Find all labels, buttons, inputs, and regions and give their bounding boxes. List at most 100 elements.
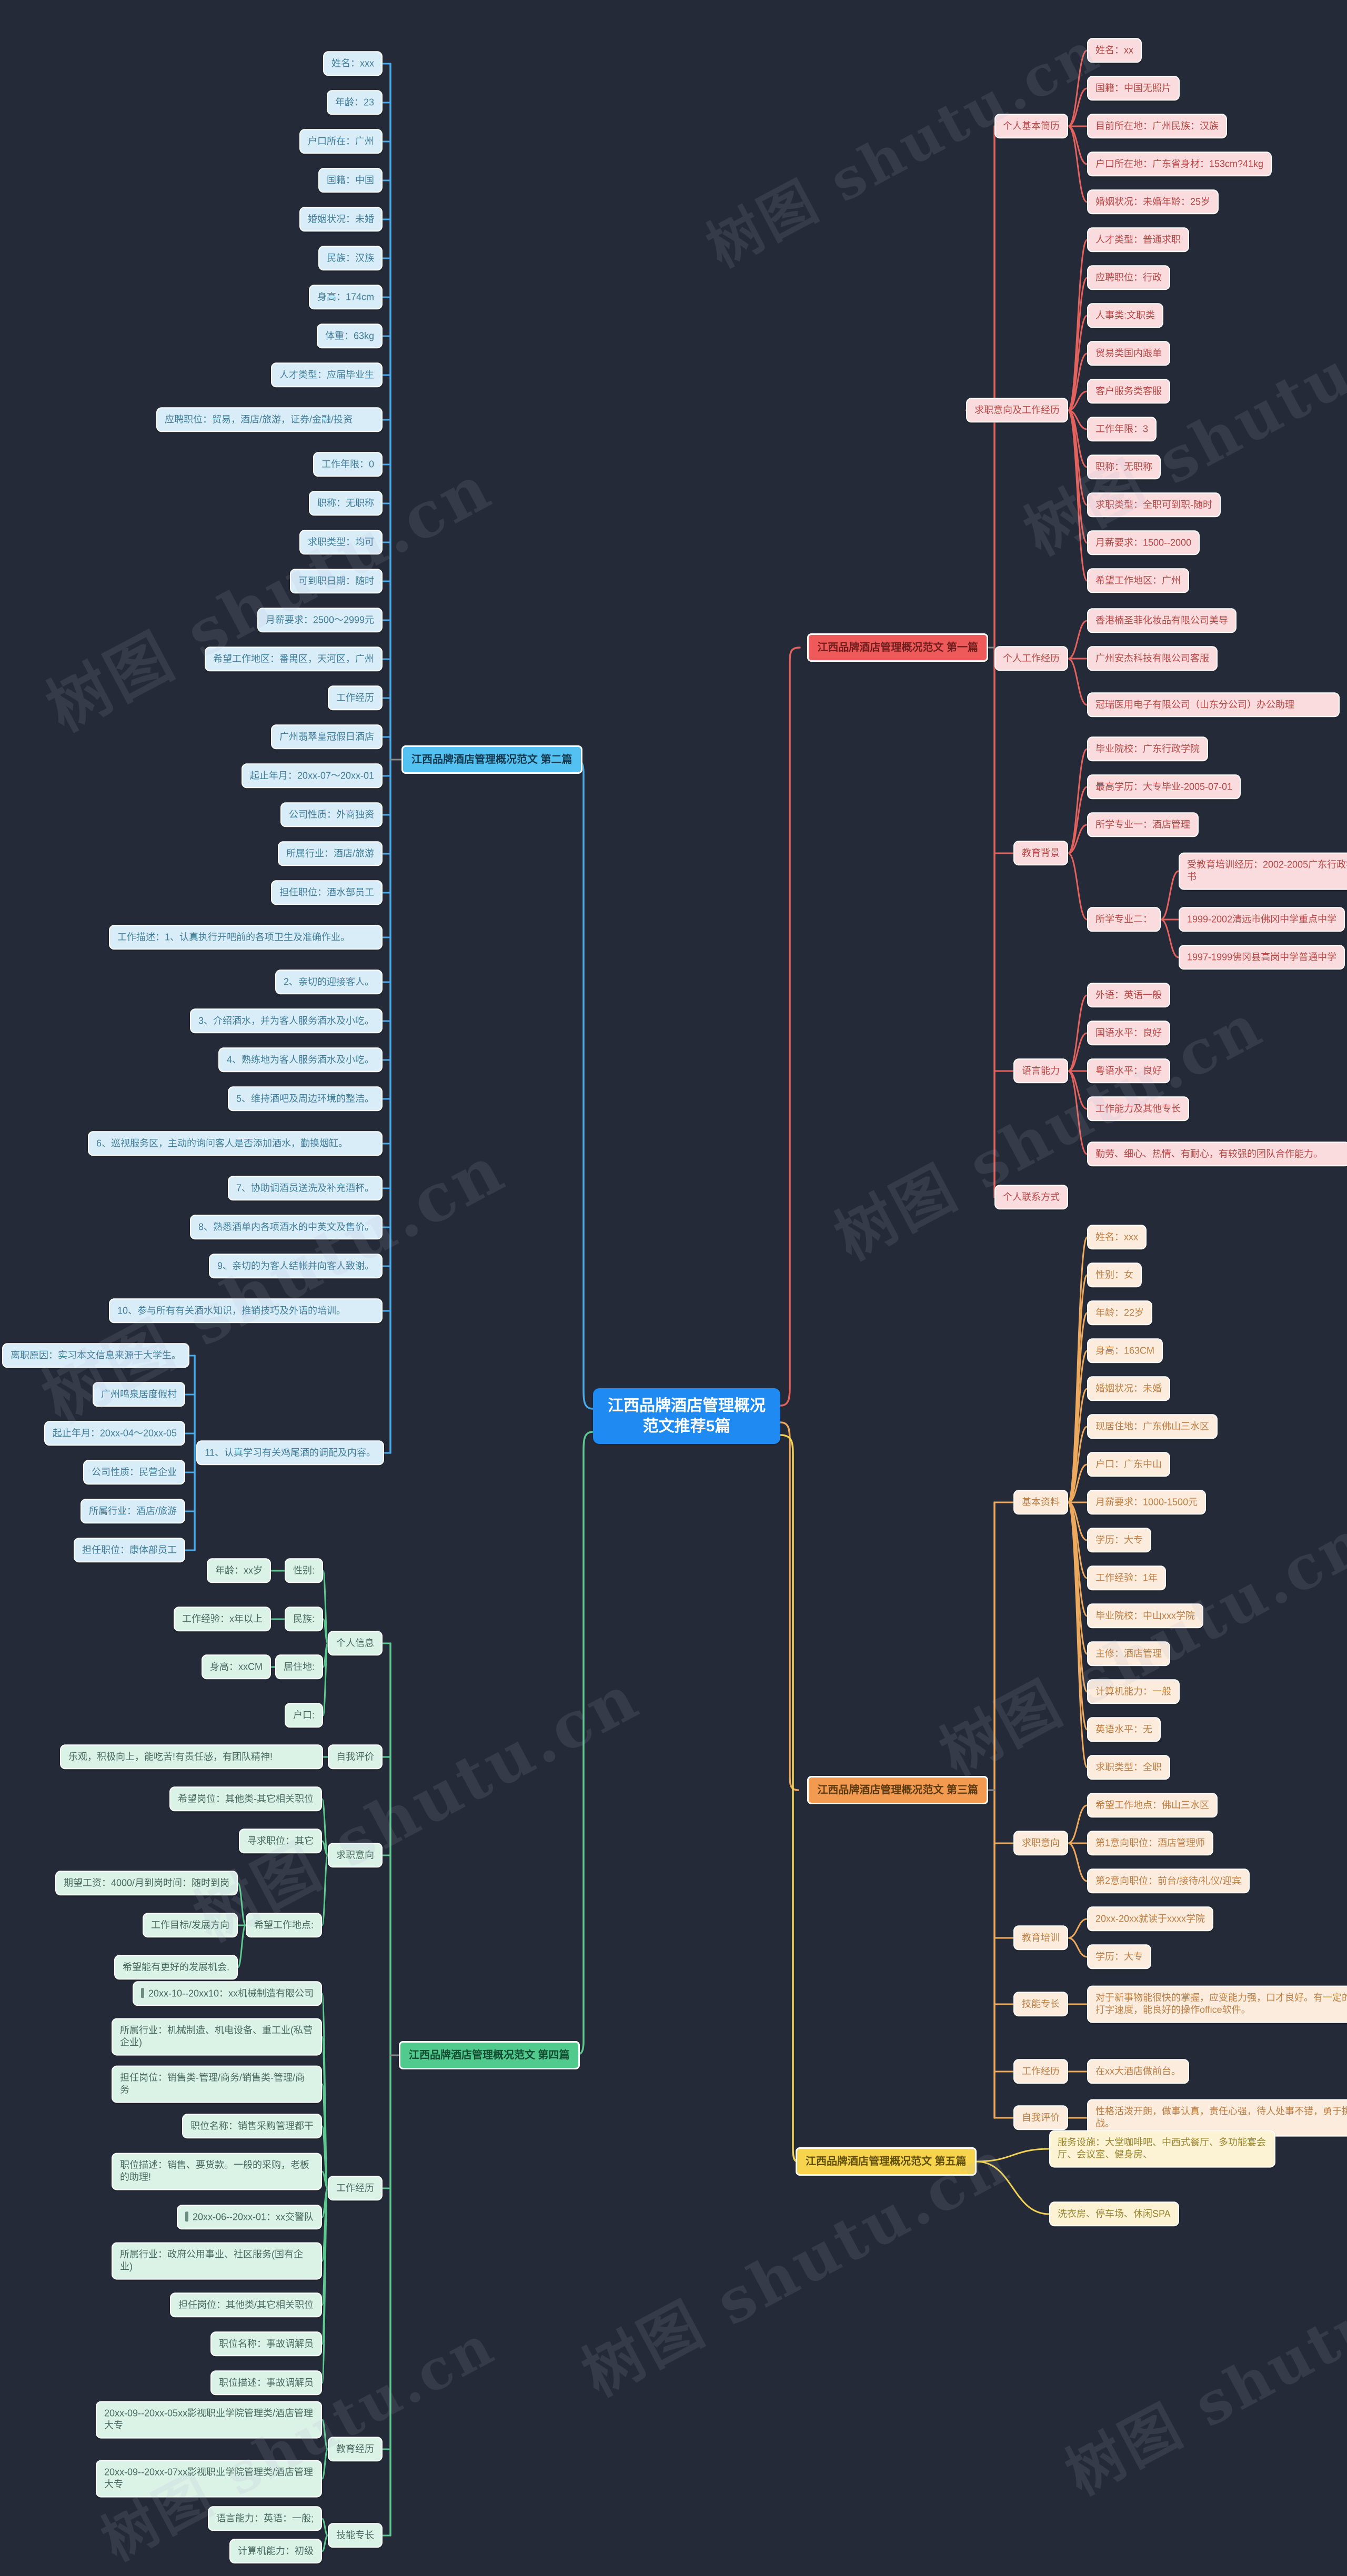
mindmap-node[interactable]: 工作经验：x年以上 [174, 1607, 271, 1632]
section-label[interactable]: 教育培训 [1013, 1925, 1068, 1951]
mindmap-node[interactable]: 姓名：xxx [1087, 1225, 1147, 1250]
mindmap-node[interactable]: 婚姻状况：未婚 [1087, 1376, 1170, 1401]
mindmap-node[interactable]: 婚姻状况：未婚 [299, 207, 383, 232]
section-label[interactable]: 个人工作经历 [994, 646, 1068, 671]
section-label[interactable]: 个人信息 [328, 1631, 383, 1656]
branch-5-label[interactable]: 江西品牌酒店管理概况范文 第五篇 [796, 2147, 977, 2176]
mindmap-node[interactable]: 希望工作地区：广州 [1087, 568, 1189, 593]
mindmap-node[interactable]: 香港楠圣菲化妆品有限公司美导 [1087, 608, 1237, 633]
mindmap-node[interactable]: 应聘职位：贸易，酒店/旅游，证券/金融/投资 [156, 407, 383, 432]
mindmap-node[interactable]: 客户服务类客服 [1087, 379, 1170, 404]
mindmap-node[interactable]: 贸易类国内跟单 [1087, 341, 1170, 366]
mindmap-node[interactable]: 求职类型：全职 [1087, 1755, 1170, 1780]
mindmap-node[interactable]: 英语水平：无 [1087, 1717, 1161, 1742]
mindmap-node[interactable]: 所学专业一：酒店管理 [1087, 812, 1199, 837]
mindmap-node[interactable]: 可到职日期：随时 [290, 569, 383, 594]
mindmap-node[interactable]: 在xx大酒店做前台。 [1087, 2059, 1189, 2084]
mindmap-node[interactable]: 1999-2002清远市佛冈中学重点中学 [1179, 907, 1345, 932]
mindmap-node[interactable]: 工作描述：1、认真执行开吧前的各项卫生及准确作业。 [109, 925, 383, 950]
section-label[interactable]: 所学专业二： [1087, 907, 1161, 932]
mindmap-node[interactable]: 应聘职位：行政 [1087, 265, 1170, 290]
mindmap-node[interactable]: 7、协助调酒员送洗及补充酒杯。 [227, 1176, 383, 1201]
mindmap-node[interactable]: 性别：女 [1087, 1262, 1142, 1288]
section-label[interactable]: 自我评价 [328, 1744, 383, 1770]
mindmap-node[interactable]: 职位描述：事故调解员 [210, 2370, 322, 2396]
center-topic[interactable]: 江西品牌酒店管理概况范文推荐5篇 [593, 1388, 780, 1444]
mindmap-node[interactable]: 职称：无职称 [1087, 454, 1161, 480]
mindmap-node[interactable]: 公司性质：民营企业 [83, 1460, 185, 1485]
mindmap-node[interactable]: 户口：广东中山 [1087, 1452, 1170, 1477]
mindmap-node[interactable]: 20xx-06--20xx-01：xx交警队 [176, 2205, 322, 2230]
mindmap-node[interactable]: 身高：xxCM [202, 1654, 271, 1680]
mindmap-node[interactable]: 工作目标/发展方向 [142, 1913, 238, 1938]
mindmap-node[interactable]: 婚姻状况：未婚年龄：25岁 [1087, 189, 1219, 215]
mindmap-node[interactable]: 担任职位：康体部员工 [74, 1538, 185, 1563]
mindmap-node[interactable]: 目前所在地：广州民族：汉族 [1087, 114, 1227, 139]
mindmap-node[interactable]: 11、认真学习有关鸡尾酒的调配及内容。 [196, 1440, 384, 1466]
mindmap-node[interactable]: 工作能力及其他专长 [1087, 1096, 1189, 1122]
branch-3-label[interactable]: 江西品牌酒店管理概况范文 第三篇 [807, 1776, 988, 1804]
mindmap-node[interactable]: 所属行业：机械制造、机电设备、重工业(私营企业) [112, 2018, 322, 2056]
mindmap-node[interactable]: 职位描述：销售、要货款。一般的采购，老板的助理! [112, 2153, 322, 2190]
mindmap-node[interactable]: 希望工作地点: [245, 1913, 322, 1938]
mindmap-node[interactable]: 粤语水平：良好 [1087, 1058, 1170, 1084]
mindmap-node[interactable]: 民族：汉族 [318, 246, 383, 271]
mindmap-node[interactable]: 计算机能力：一般 [1087, 1679, 1180, 1704]
mindmap-node[interactable]: 担任岗位：销售类-管理/商务/销售类-管理/商务 [112, 2065, 322, 2103]
section-label[interactable]: 求职意向 [1013, 1831, 1068, 1856]
mindmap-node[interactable]: 公司性质：外商独资 [280, 802, 383, 827]
mindmap-node[interactable]: 希望工作地区：番禺区，天河区，广州 [205, 646, 383, 672]
section-label[interactable]: 求职意向 [328, 1843, 383, 1868]
mindmap-node[interactable]: 国籍：中国 [318, 168, 383, 193]
mindmap-node[interactable]: 人事类:文职类 [1087, 303, 1164, 328]
mindmap-node[interactable]: 人才类型：应届毕业生 [271, 362, 383, 388]
mindmap-node[interactable]: 寻求职位：其它 [239, 1829, 322, 1854]
mindmap-node[interactable]: 担任职位：酒水部员工 [271, 880, 383, 905]
mindmap-node[interactable]: 学历：大专 [1087, 1944, 1151, 1969]
mindmap-node[interactable]: 毕业院校：广东行政学院 [1087, 736, 1208, 762]
mindmap-node[interactable]: 5、维持酒吧及周边环境的整洁。 [227, 1086, 383, 1112]
mindmap-node[interactable]: 希望能有更好的发展机会. [114, 1955, 238, 1980]
mindmap-node[interactable]: 身高：174cm [308, 285, 383, 310]
mindmap-node[interactable]: 求职类型：均可 [299, 530, 383, 555]
mindmap-node[interactable]: 职称：无职称 [309, 491, 383, 516]
section-label[interactable]: 基本资料 [1013, 1490, 1068, 1515]
mindmap-node[interactable]: 户口所在地：广东省身材：153cm?41kg [1087, 151, 1272, 177]
mindmap-node[interactable]: 勤劳、细心、热情、有耐心，有较强的团队合作能力。 [1087, 1141, 1347, 1167]
mindmap-node[interactable]: 20xx-09--20xx-05xx影视职业学院管理类/酒店管理大专 [96, 2401, 322, 2439]
section-label[interactable]: 个人基本简历 [994, 114, 1068, 139]
mindmap-node[interactable]: 职位名称：事故调解员 [210, 2331, 322, 2357]
mindmap-node[interactable]: 户口所在：广州 [299, 129, 383, 154]
mindmap-node[interactable]: 担任岗位：其他类/其它相关职位 [170, 2292, 322, 2318]
mindmap-node[interactable]: 外语：英语一般 [1087, 983, 1170, 1008]
mindmap-node[interactable]: 户口: [284, 1703, 323, 1728]
mindmap-node[interactable]: 所属行业：酒店/旅游 [277, 841, 383, 866]
mindmap-node[interactable]: 工作经验：1年 [1087, 1565, 1167, 1591]
branch-4-label[interactable]: 江西品牌酒店管理概况范文 第四篇 [399, 2041, 580, 2069]
mindmap-node[interactable]: 身高：163CM [1087, 1338, 1163, 1363]
mindmap-node[interactable]: 民族: [284, 1607, 323, 1632]
mindmap-node[interactable]: 工作年限：0 [313, 452, 383, 477]
mindmap-node[interactable]: 所属行业：政府公用事业、社区服务(国有企业) [112, 2242, 322, 2280]
mindmap-node[interactable]: 性格活泼开朗，做事认真，责任心强，待人处事不错，勇于挑战。 [1087, 2099, 1347, 2137]
mindmap-node[interactable]: 所属行业：酒店/旅游 [80, 1499, 185, 1524]
mindmap-node[interactable]: 1997-1999佛冈县高岗中学普通中学 [1179, 945, 1345, 970]
mindmap-node[interactable]: 学历：大专 [1087, 1528, 1151, 1553]
mindmap-node[interactable]: 20xx-10--20xx10：xx机械制造有限公司 [132, 1981, 322, 2006]
mindmap-node[interactable]: 服务设施：大堂咖啡吧、中西式餐厅、多功能宴会厅、会议室、健身房、 [1049, 2130, 1275, 2168]
branch-2-label[interactable]: 江西品牌酒店管理概况范文 第二篇 [401, 745, 582, 774]
mindmap-node[interactable]: 工作经历 [328, 685, 383, 711]
mindmap-node[interactable]: 广州安杰科技有限公司客服 [1087, 646, 1218, 671]
mindmap-node[interactable]: 工作年限：3 [1087, 417, 1157, 442]
mindmap-node[interactable]: 国籍：中国无照片 [1087, 76, 1180, 101]
mindmap-node[interactable]: 年龄：xx岁 [207, 1558, 271, 1583]
mindmap-node[interactable]: 人才类型：普通求职 [1087, 227, 1189, 252]
mindmap-node[interactable]: 语言能力：英语：一般; [208, 2506, 322, 2531]
mindmap-node[interactable]: 职位名称：销售采购管理都干 [182, 2114, 322, 2139]
branch-1-label[interactable]: 江西品牌酒店管理概况范文 第一篇 [807, 633, 988, 662]
mindmap-node[interactable]: 毕业院校：中山xxx学院 [1087, 1603, 1203, 1629]
mindmap-node[interactable]: 期望工资：4000/月到岗时间：随时到岗 [55, 1871, 238, 1896]
mindmap-node[interactable]: 姓名：xxx [323, 51, 383, 76]
mindmap-node[interactable]: 计算机能力：初级 [229, 2539, 322, 2564]
